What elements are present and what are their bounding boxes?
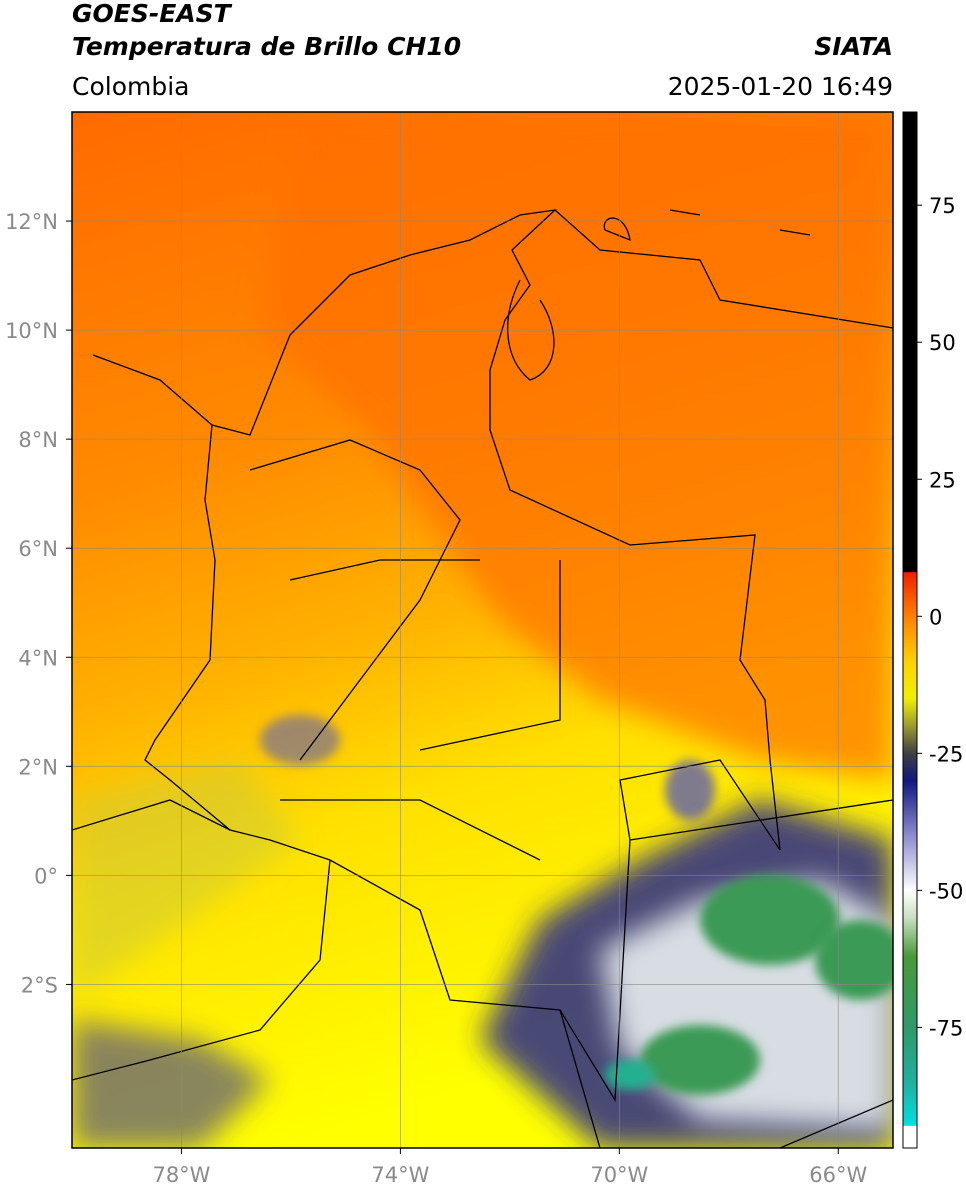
region: Colombia	[72, 72, 189, 101]
colorbar-tick-label: 75	[929, 194, 956, 218]
cloud-area	[665, 760, 715, 820]
cold-cloud	[605, 1060, 655, 1090]
lon-tick-label: 78°W	[152, 1163, 210, 1187]
map-image	[72, 112, 893, 1148]
colorbar-tick-label: -50	[929, 879, 963, 903]
product: Temperatura de Brillo CH10	[72, 32, 461, 61]
colorbar-tick-label: 0	[929, 605, 942, 629]
map-frame	[71, 111, 894, 1149]
satellite: GOES-EAST	[72, 0, 233, 28]
colorbar	[902, 111, 918, 1149]
cold-cloud	[640, 1025, 760, 1095]
grid	[72, 112, 893, 1148]
cold-cloud	[700, 875, 840, 965]
lat-tick-label: 2°N	[18, 755, 58, 779]
lat-tick-label: 4°N	[18, 646, 58, 670]
borders	[72, 209, 893, 1148]
lat-tick-label: 6°N	[18, 537, 58, 561]
lon-tick-label: 66°W	[809, 1163, 867, 1187]
lon-tick-label: 70°W	[590, 1163, 648, 1187]
lat-tick-label: 8°N	[18, 428, 58, 452]
lat-tick-label: 0°	[34, 864, 58, 888]
colorbar-tick-label: 25	[929, 468, 956, 492]
colorbar-tick-label: -25	[929, 742, 963, 766]
lat-tick-label: 2°S	[21, 973, 58, 997]
lat-tick-label: 12°N	[5, 210, 58, 234]
cloud-area	[72, 760, 300, 1000]
lon-tick-label: 74°W	[371, 1163, 429, 1187]
cloud-area	[72, 1020, 270, 1148]
colorbar-tick-label: 50	[929, 331, 956, 355]
warm-area	[260, 112, 893, 780]
lat-tick-label: 10°N	[5, 319, 58, 343]
agency: SIATA	[814, 32, 893, 61]
datetime: 2025-01-20 16:49	[668, 72, 893, 101]
colorbar-tick-label: -75	[929, 1016, 963, 1040]
cloud-area	[260, 715, 340, 765]
cold-cloud	[815, 920, 893, 1000]
